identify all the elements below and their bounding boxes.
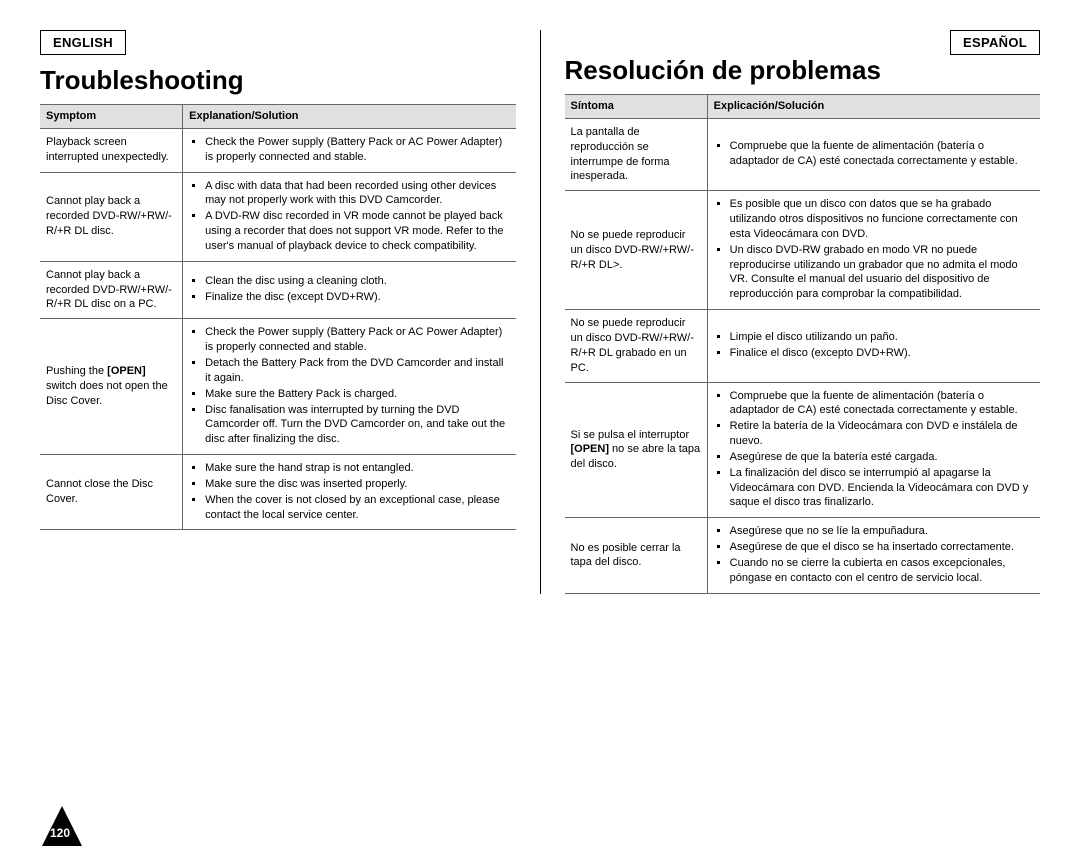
- table-row: Cannot play back a recorded DVD-RW/+RW/-…: [40, 261, 516, 319]
- solution-item: Check the Power supply (Battery Pack or …: [205, 325, 509, 355]
- solution-cell: Asegúrese que no se líe la empuñadura. A…: [707, 518, 1040, 593]
- table-row: La pantalla de reproducción se interrump…: [565, 118, 1041, 190]
- solution-cell: A disc with data that had been recorded …: [183, 172, 516, 261]
- solution-cell: Make sure the hand strap is not entangle…: [183, 455, 516, 530]
- center-divider: [540, 30, 541, 594]
- solution-cell: Check the Power supply (Battery Pack or …: [183, 128, 516, 172]
- spanish-header-solution: Explicación/Solución: [707, 95, 1040, 119]
- solution-item: Compruebe que la fuente de alimentación …: [730, 139, 1034, 169]
- symptom-cell: Cannot close the Disc Cover.: [40, 455, 183, 530]
- solution-item: La finalización del disco se interrumpió…: [730, 466, 1034, 511]
- symptom-cell: Pushing the [OPEN] switch does not open …: [40, 319, 183, 455]
- spanish-title: Resolución de problemas: [565, 55, 1041, 86]
- table-row: Pushing the [OPEN] switch does not open …: [40, 319, 516, 455]
- solution-cell: Compruebe que la fuente de alimentación …: [707, 118, 1040, 190]
- table-row: Si se pulsa el interruptor [OPEN] no se …: [565, 382, 1041, 518]
- solution-item: Asegúrese que no se líe la empuñadura.: [730, 524, 1034, 539]
- two-column-layout: ENGLISH Troubleshooting Symptom Explanat…: [40, 30, 1040, 594]
- symptom-pre: Si se pulsa el interruptor: [571, 429, 690, 441]
- table-row: Cannot close the Disc Cover. Make sure t…: [40, 455, 516, 530]
- solution-item: Compruebe que la fuente de alimentación …: [730, 389, 1034, 419]
- solution-item: Finalize the disc (except DVD+RW).: [205, 290, 509, 305]
- solution-item: Detach the Battery Pack from the DVD Cam…: [205, 356, 509, 386]
- table-row: No es posible cerrar la tapa del disco. …: [565, 518, 1041, 593]
- english-header-solution: Explanation/Solution: [183, 105, 516, 129]
- solution-item: Asegúrese de que la batería esté cargada…: [730, 450, 1034, 465]
- solution-item: When the cover is not closed by an excep…: [205, 493, 509, 523]
- manual-page: ENGLISH Troubleshooting Symptom Explanat…: [0, 0, 1080, 866]
- symptom-bold: [OPEN]: [571, 443, 610, 455]
- solution-item: Limpie el disco utilizando un paño.: [730, 330, 1034, 345]
- symptom-cell: No se puede reproducir un disco DVD-RW/+…: [565, 310, 708, 382]
- solution-item: Un disco DVD-RW grabado en modo VR no pu…: [730, 243, 1034, 302]
- solution-cell: Limpie el disco utilizando un paño. Fina…: [707, 310, 1040, 382]
- solution-item: Cuando no se cierre la cubierta en casos…: [730, 556, 1034, 586]
- spanish-column: ESPAÑOL Resolución de problemas Síntoma …: [565, 30, 1041, 594]
- symptom-cell: Cannot play back a recorded DVD-RW/+RW/-…: [40, 172, 183, 261]
- solution-item: Check the Power supply (Battery Pack or …: [205, 135, 509, 165]
- solution-cell: Es posible que un disco con datos que se…: [707, 191, 1040, 310]
- english-table: Symptom Explanation/Solution Playback sc…: [40, 104, 516, 530]
- symptom-cell: No es posible cerrar la tapa del disco.: [565, 518, 708, 593]
- english-title: Troubleshooting: [40, 65, 516, 96]
- solution-item: Retire la batería de la Videocámara con …: [730, 419, 1034, 449]
- solution-item: Make sure the disc was inserted properly…: [205, 477, 509, 492]
- table-row: Playback screen interrupted unexpectedly…: [40, 128, 516, 172]
- solution-item: Make sure the hand strap is not entangle…: [205, 461, 509, 476]
- solution-item: Disc fanalisation was interrupted by tur…: [205, 403, 509, 448]
- symptom-pre: Pushing the: [46, 365, 107, 377]
- solution-item: A disc with data that had been recorded …: [205, 179, 509, 209]
- lang-label-english: ENGLISH: [40, 30, 126, 55]
- lang-label-spanish: ESPAÑOL: [950, 30, 1040, 55]
- spanish-header-symptom: Síntoma: [565, 95, 708, 119]
- english-header-symptom: Symptom: [40, 105, 183, 129]
- english-column: ENGLISH Troubleshooting Symptom Explanat…: [40, 30, 516, 594]
- symptom-cell: La pantalla de reproducción se interrump…: [565, 118, 708, 190]
- table-row: No se puede reproducir un disco DVD-RW/+…: [565, 310, 1041, 382]
- solution-item: Asegúrese de que el disco se ha insertad…: [730, 540, 1034, 555]
- solution-item: Make sure the Battery Pack is charged.: [205, 387, 509, 402]
- symptom-cell: No se puede reproducir un disco DVD-RW/+…: [565, 191, 708, 310]
- symptom-post: switch does not open the Disc Cover.: [46, 380, 168, 407]
- solution-item: Clean the disc using a cleaning cloth.: [205, 274, 509, 289]
- symptom-cell: Si se pulsa el interruptor [OPEN] no se …: [565, 382, 708, 518]
- solution-cell: Clean the disc using a cleaning cloth. F…: [183, 261, 516, 319]
- solution-item: Es posible que un disco con datos que se…: [730, 197, 1034, 242]
- solution-item: A DVD-RW disc recorded in VR mode cannot…: [205, 209, 509, 254]
- symptom-bold: [OPEN]: [107, 365, 146, 377]
- table-row: No se puede reproducir un disco DVD-RW/+…: [565, 191, 1041, 310]
- solution-cell: Compruebe que la fuente de alimentación …: [707, 382, 1040, 518]
- symptom-cell: Playback screen interrupted unexpectedly…: [40, 128, 183, 172]
- solution-item: Finalice el disco (excepto DVD+RW).: [730, 346, 1034, 361]
- table-row: Cannot play back a recorded DVD-RW/+RW/-…: [40, 172, 516, 261]
- solution-cell: Check the Power supply (Battery Pack or …: [183, 319, 516, 455]
- page-number: 120: [50, 826, 70, 840]
- spanish-table: Síntoma Explicación/Solución La pantalla…: [565, 94, 1041, 594]
- symptom-cell: Cannot play back a recorded DVD-RW/+RW/-…: [40, 261, 183, 319]
